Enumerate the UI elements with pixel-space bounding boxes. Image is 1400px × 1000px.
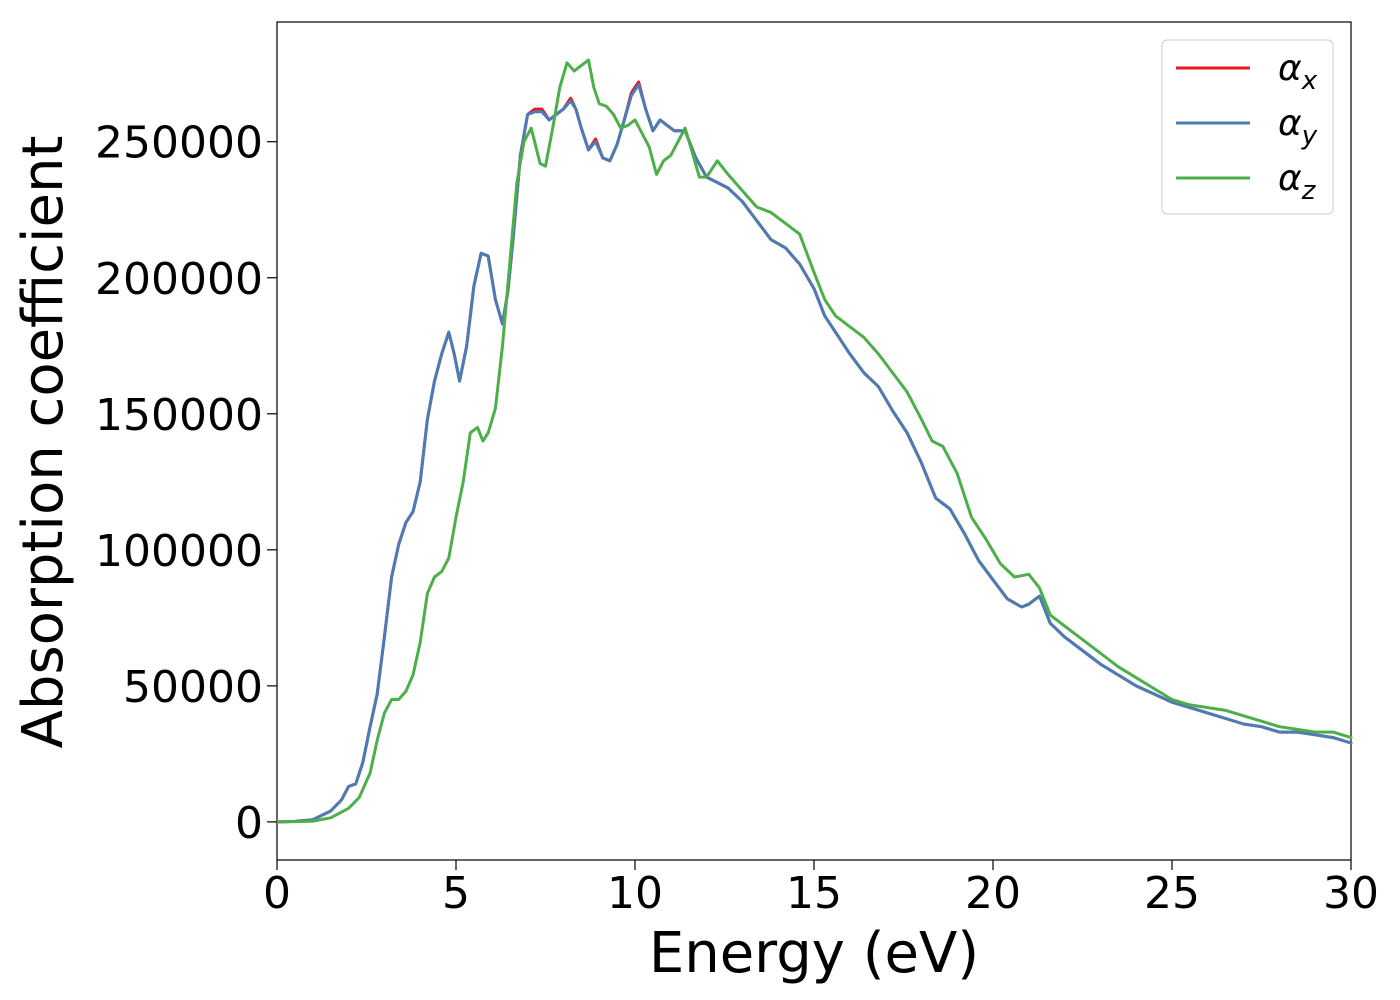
legend-label-z: αz [1278, 158, 1317, 206]
y-axis-ticks: 0 50000 100000 150000 200000 250000 [95, 118, 277, 849]
legend-label-x: αx [1278, 48, 1318, 96]
x-tick-label: 20 [965, 868, 1021, 919]
x-tick-label: 30 [1323, 868, 1379, 919]
y-tick-label: 0 [235, 798, 263, 849]
legend-entries: αx αy αz [1176, 48, 1318, 206]
y-tick-label: 250000 [95, 118, 263, 169]
legend: αx αy αz [1161, 39, 1334, 215]
y-tick-label: 50000 [123, 662, 263, 713]
x-tick-label: 10 [607, 868, 663, 919]
x-tick-label: 5 [442, 868, 470, 919]
y-tick-label: 150000 [95, 390, 263, 441]
x-axis-label: Energy (eV) [649, 921, 979, 986]
series-line-z [275, 58, 1353, 824]
y-axis-label: Absorption coefficient [11, 136, 76, 749]
y-tick-label: 100000 [95, 526, 263, 577]
legend-box [1161, 39, 1334, 215]
x-tick-label: 15 [786, 868, 842, 919]
y-tick-label: 200000 [95, 254, 263, 305]
x-tick-label: 0 [263, 868, 291, 919]
series-layer [275, 58, 1353, 824]
x-tick-label: 25 [1144, 868, 1200, 919]
series-line-y [275, 83, 1353, 824]
legend-label-y: αy [1278, 103, 1318, 151]
x-axis-ticks: 0 5 10 15 20 25 30 [263, 860, 1379, 919]
